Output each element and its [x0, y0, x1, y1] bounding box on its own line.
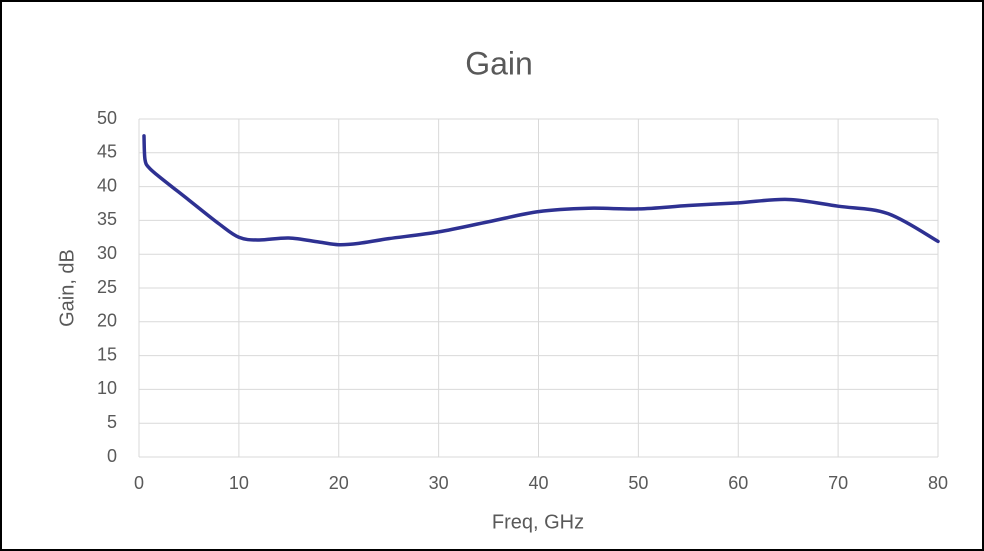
y-tick-label: 0: [107, 446, 117, 466]
y-tick-label: 45: [97, 142, 117, 162]
x-tick-label: 10: [229, 473, 249, 493]
x-tick-label: 0: [134, 473, 144, 493]
data-line: [142, 134, 940, 247]
y-tick-label: 40: [97, 175, 117, 195]
y-tick-label: 5: [107, 412, 117, 432]
y-tick-label: 30: [97, 243, 117, 263]
y-tick-label: 50: [97, 108, 117, 128]
x-tick-label: 40: [528, 473, 548, 493]
y-tick-label: 10: [97, 378, 117, 398]
x-axis-label: Freq, GHz: [492, 511, 584, 533]
y-tick-label: 35: [97, 209, 117, 229]
y-tick-label: 20: [97, 311, 117, 331]
y-axis-label: Gain, dB: [56, 249, 78, 327]
x-tick-label: 70: [828, 473, 848, 493]
x-tick-label: 30: [429, 473, 449, 493]
chart-title: Gain: [465, 45, 533, 81]
x-tick-label: 60: [728, 473, 748, 493]
y-tick-label: 15: [97, 344, 117, 364]
x-tick-label: 80: [928, 473, 948, 493]
x-tick-label: 50: [628, 473, 648, 493]
x-tick-label: 20: [329, 473, 349, 493]
y-tick-label: 25: [97, 277, 117, 297]
